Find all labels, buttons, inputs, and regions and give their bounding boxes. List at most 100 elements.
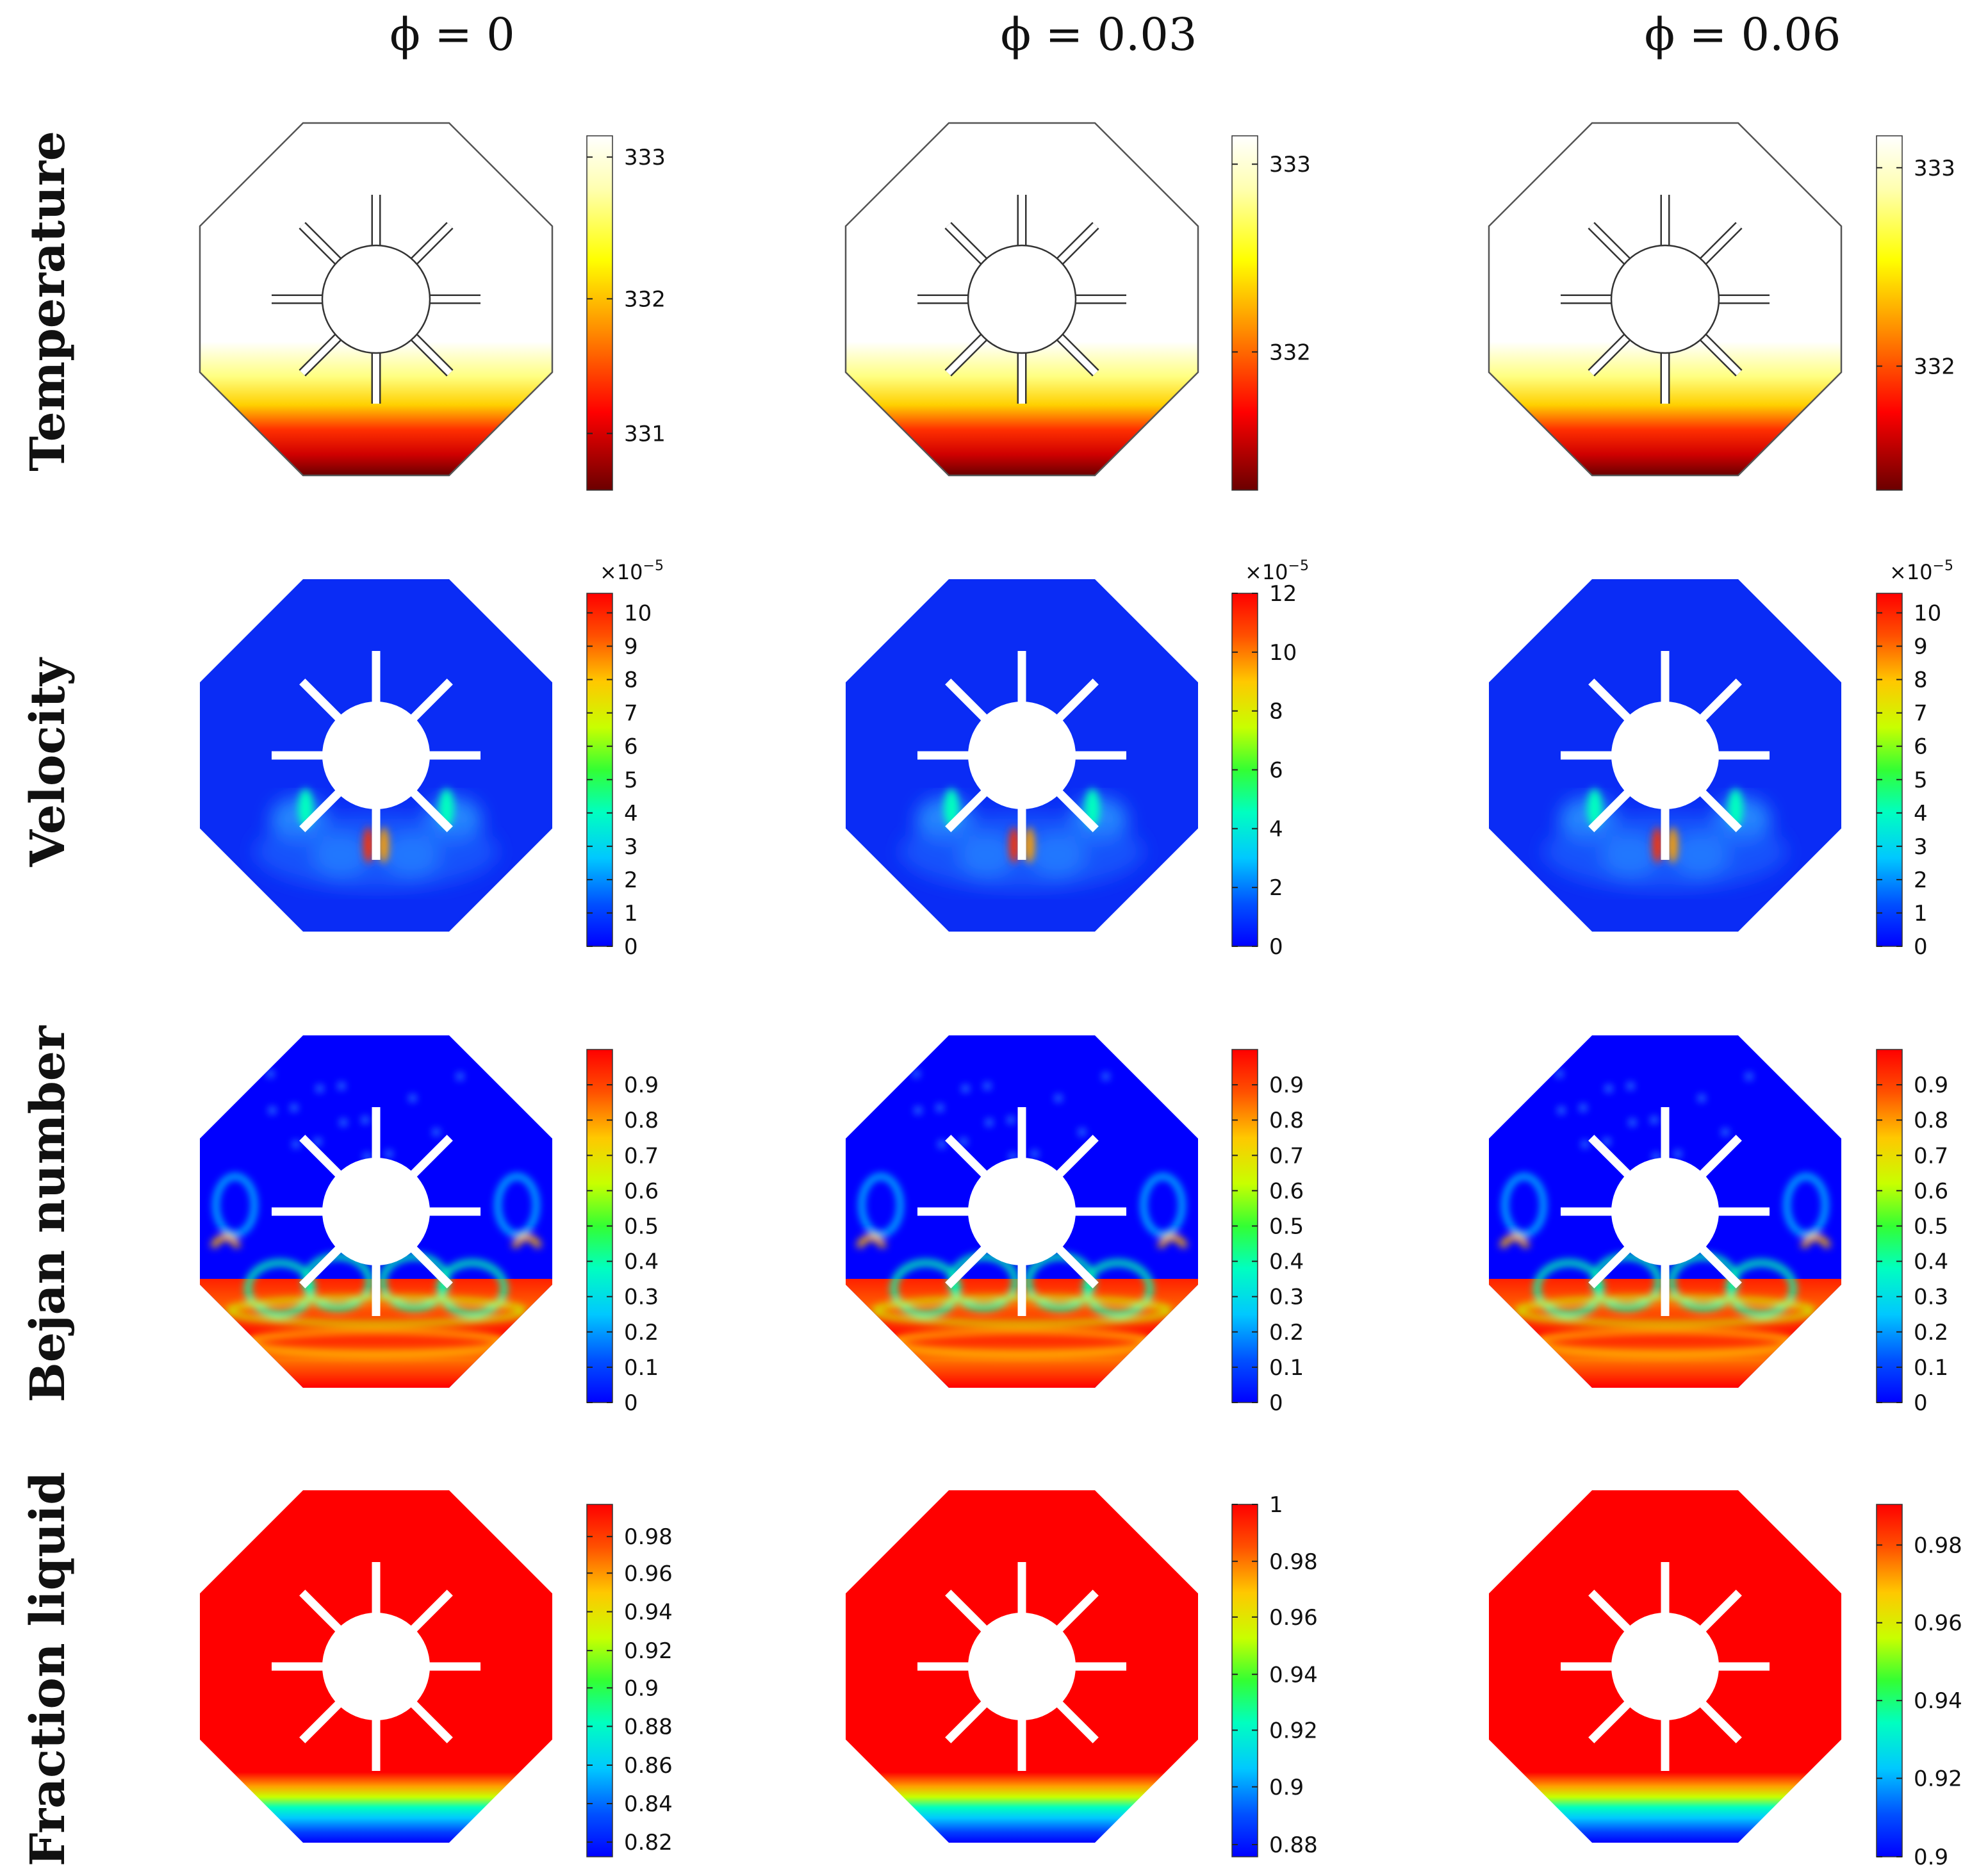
velocity-peak: [1009, 827, 1019, 863]
bejan-speck: [1582, 1141, 1588, 1148]
phi-symbol: ϕ: [390, 8, 420, 61]
colorbar-tick-label: 0.94: [624, 1600, 673, 1625]
bejan-speck: [269, 1107, 275, 1114]
phi-symbol: ϕ: [1001, 8, 1031, 61]
bejan-speck: [1606, 1085, 1612, 1092]
colorbar-tick-label: 0.7: [1914, 1143, 1948, 1169]
tube-circle: [968, 1158, 1076, 1265]
tube-circle: [1610, 244, 1720, 354]
row-label-bejan: Bejan number: [21, 1025, 76, 1403]
colorbar-gradient: [1876, 135, 1903, 491]
colorbar-bejan-0: 0.9 0.8 0.7 0.6 0.5 0.4 0.3 0.2 0.1 0: [586, 1049, 659, 1416]
bejan-edge: [1800, 1234, 1832, 1249]
bejan-cell: [1726, 1260, 1796, 1317]
bejan-speck: [1079, 1129, 1085, 1135]
colorbar-fraction-1: 1 0.98 0.96 0.94 0.92 0.9 0.88: [1231, 1492, 1318, 1858]
bejan-speck: [267, 1071, 274, 1077]
colorbar-tick-label: 332: [1269, 340, 1311, 365]
colorbar-tick-label: 0.6: [624, 1178, 659, 1204]
panel-bejan-1: [846, 1035, 1198, 1388]
colorbar-tick-label: 0.9: [1269, 1775, 1304, 1800]
column-header-value: = 0.03: [1031, 8, 1197, 61]
velocity-peak: [363, 827, 374, 863]
bejan-cell: [213, 1174, 257, 1237]
colorbar-tick-label: 0.1: [624, 1355, 659, 1381]
colorbar-tick-label: 10: [1269, 640, 1297, 666]
colorbar-tick-label: 0.96: [624, 1561, 673, 1586]
bejan-speck: [362, 1117, 368, 1123]
colorbar-tick-label: 0.88: [624, 1714, 673, 1740]
bejan-speck: [1722, 1129, 1729, 1135]
row-label-velocity: Velocity: [21, 657, 76, 868]
bejan-speck: [962, 1085, 969, 1092]
enclosure-outline: [199, 122, 554, 477]
colorbar-tick-label: 1: [1914, 901, 1928, 926]
bejan-speck: [1580, 1105, 1586, 1111]
colorbar-tick-label: 2: [1269, 875, 1283, 901]
bejan-speck: [1055, 1095, 1062, 1101]
colorbar-bejan-2: 0.9 0.8 0.7 0.6 0.5 0.4 0.3 0.2 0.1 0: [1876, 1049, 1948, 1416]
colorbar-tick-label: 0.94: [1269, 1662, 1318, 1688]
bejan-speck: [409, 1095, 416, 1101]
colorbar-tick-label: 6: [1914, 734, 1928, 760]
bejan-edge: [1499, 1234, 1531, 1249]
colorbar-tick-label: 6: [1269, 758, 1283, 784]
colorbar-tick-label: 0.92: [624, 1638, 673, 1664]
bejan-speck: [1651, 1117, 1657, 1123]
multiplier-base: ×10: [1245, 560, 1288, 584]
tube-circle: [1611, 1613, 1719, 1720]
tube-circle: [968, 1613, 1076, 1720]
bejan-edge: [511, 1234, 543, 1249]
bejan-speck: [1675, 1151, 1681, 1157]
colorbar-multiplier: ×10−5: [1889, 558, 1953, 584]
colorbar-tick-label: 0.6: [1914, 1178, 1948, 1204]
colorbar-tick-label: 4: [1914, 801, 1928, 827]
colorbar-gradient: [1876, 1504, 1903, 1857]
panel-bejan-2: [1489, 1035, 1841, 1388]
tube-circle: [968, 702, 1076, 809]
colorbar-bejan-1: 0.9 0.8 0.7 0.6 0.5 0.4 0.3 0.2 0.1 0: [1231, 1049, 1304, 1416]
colorbar-temperature-2: 333 332: [1876, 135, 1955, 491]
bejan-speck: [1653, 1153, 1659, 1160]
colorbar-tick-label: 0.7: [624, 1143, 659, 1169]
colorbar-gradient: [586, 135, 613, 491]
colorbar-tick-label: 0.1: [1914, 1355, 1948, 1381]
bejan-speck: [293, 1141, 299, 1148]
velocity-peak: [379, 827, 389, 863]
panel-fraction-2: [1489, 1490, 1841, 1843]
tube-circle: [1611, 702, 1719, 809]
colorbar-tick-label: 9: [624, 634, 638, 660]
colorbar-tick-label: 7: [624, 701, 638, 727]
colorbar-tick-label: 331: [624, 422, 666, 447]
colorbar-tick-label: 0: [624, 1390, 638, 1416]
bejan-speck: [960, 1139, 967, 1145]
velocity-hotspot: [1587, 789, 1743, 863]
colorbar-tick-label: 8: [1269, 699, 1283, 725]
colorbar-tick-label: 0.84: [624, 1791, 673, 1817]
colorbar-tick-label: 5: [624, 768, 638, 793]
colorbar-tick-label: 0.4: [1914, 1249, 1948, 1275]
multiplier-base: ×10: [1889, 560, 1933, 584]
velocity-peak: [1668, 827, 1678, 863]
colorbar-multiplier: ×10−5: [1245, 558, 1309, 584]
colorbar-multiplier: ×10−5: [600, 558, 664, 584]
enclosure-outline: [844, 122, 1199, 477]
colorbar-temperature-1: 333 332: [1231, 135, 1311, 491]
multiplier-exponent: −5: [1933, 558, 1953, 574]
colorbar-tick-label: 0.3: [624, 1285, 659, 1310]
bejan-speck: [457, 1073, 463, 1080]
panel-fraction-0: [200, 1490, 552, 1843]
panel-fraction-1: [846, 1490, 1198, 1843]
bejan-cell: [1141, 1174, 1185, 1237]
bejan-cell: [245, 1260, 315, 1317]
colorbar-tick-label: 0: [1914, 1390, 1928, 1416]
colorbar-tick-label: 0.92: [1269, 1718, 1318, 1743]
colorbar-tick-label: 4: [1269, 816, 1283, 842]
colorbar-tick-label: 0.9: [624, 1073, 659, 1098]
colorbar-tick-label: 0.98: [1914, 1533, 1962, 1558]
bejan-speck: [1629, 1119, 1636, 1126]
field-velocity: [846, 579, 1198, 932]
bejan-speck: [1010, 1153, 1016, 1160]
bejan-speck: [1558, 1107, 1565, 1114]
